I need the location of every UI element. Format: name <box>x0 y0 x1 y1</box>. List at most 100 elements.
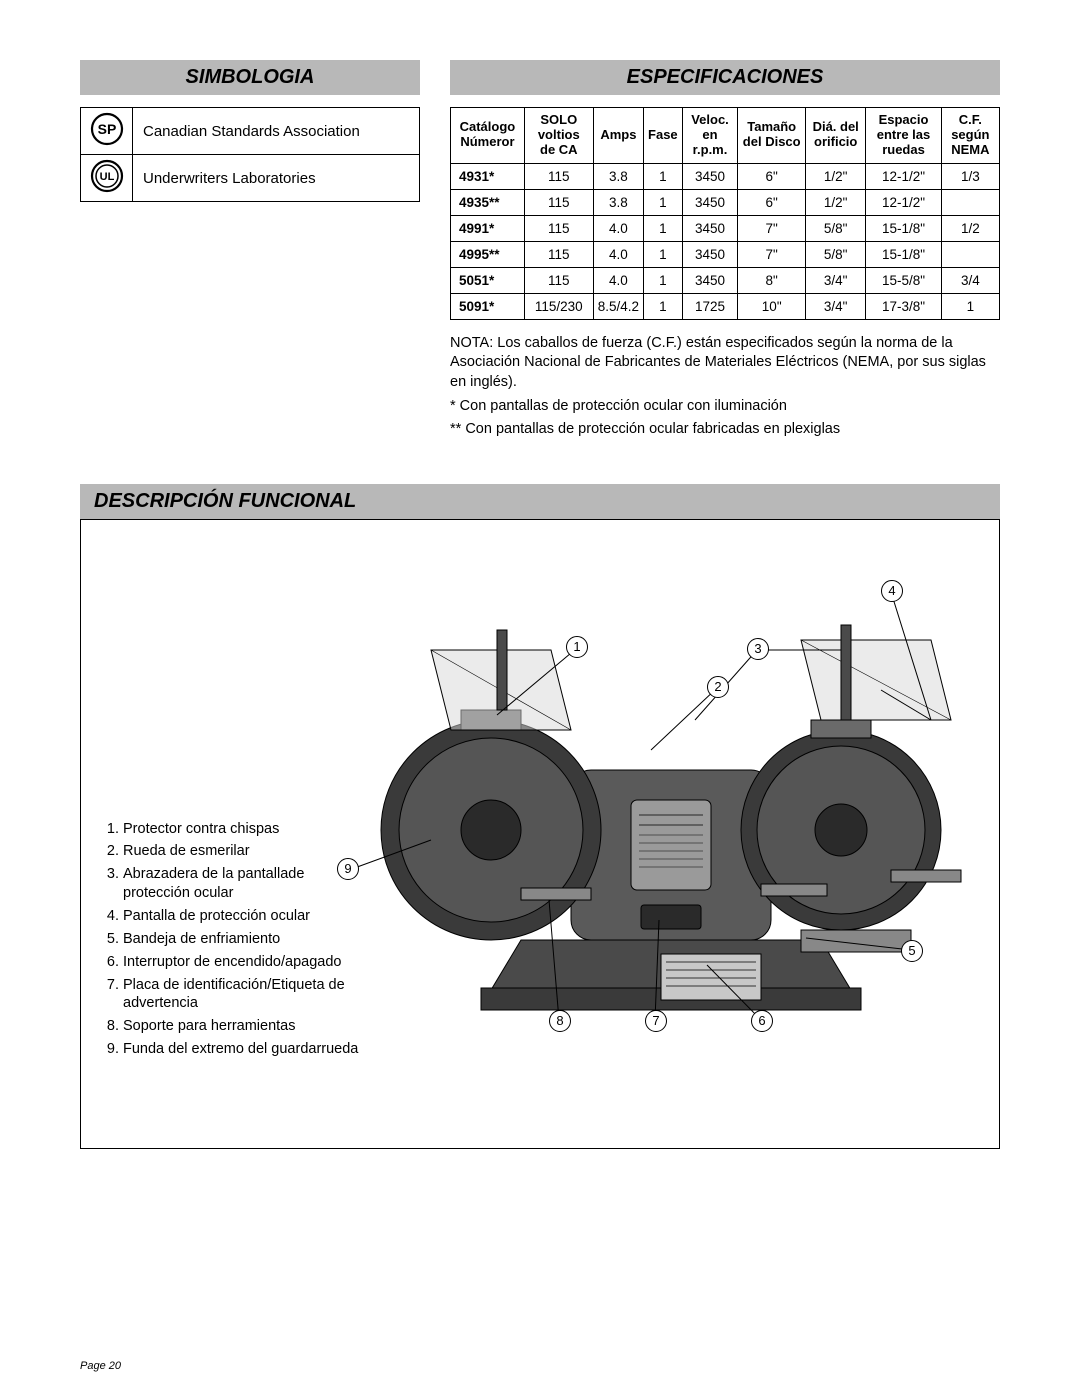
table-cell: 15-1/8" <box>866 241 941 267</box>
table-cell: 1 <box>644 163 683 189</box>
table-cell: 8.5/4.2 <box>593 293 643 319</box>
table-cell: 5051* <box>451 267 525 293</box>
col-nema: C.F. según NEMA <box>941 108 999 164</box>
table-row: 4995**1154.0134507"5/8"15-1/8" <box>451 241 1000 267</box>
table-cell: 5/8" <box>806 215 866 241</box>
callout-6: 6 <box>751 1010 773 1032</box>
ul-label: Underwriters Laboratories <box>133 155 420 202</box>
col-disco: Tamaño del Disco <box>738 108 806 164</box>
callout-4: 4 <box>881 580 903 602</box>
spec-notes: NOTA: Los caballos de fuerza (C.F.) está… <box>450 334 1000 440</box>
table-cell: 3/4 <box>941 267 999 293</box>
table-cell: 1/2" <box>806 163 866 189</box>
note-nema: NOTA: Los caballos de fuerza (C.F.) está… <box>450 334 1000 393</box>
table-cell: 115 <box>524 189 593 215</box>
table-cell: 4995** <box>451 241 525 267</box>
callout-5: 5 <box>901 940 923 962</box>
table-cell: 115 <box>524 163 593 189</box>
table-cell: 8" <box>738 267 806 293</box>
table-cell <box>941 241 999 267</box>
csa-icon-cell: SP <box>81 108 133 155</box>
especificaciones-header: ESPECIFICACIONES <box>450 60 1000 95</box>
col-orificio: Diá. del orificio <box>806 108 866 164</box>
list-item: Interruptor de encendido/apagado <box>123 953 361 972</box>
grinder-illustration <box>371 570 971 1050</box>
callout-3: 3 <box>747 638 769 660</box>
list-item: Rueda de esmerilar <box>123 842 361 861</box>
descripcion-header: DESCRIPCIÓN FUNCIONAL <box>80 484 1000 519</box>
table-row: 4935**1153.8134506"1/2"12-1/2" <box>451 189 1000 215</box>
callout-1: 1 <box>566 636 588 658</box>
callout-9: 9 <box>337 858 359 880</box>
table-cell: 115 <box>524 241 593 267</box>
table-cell: 6" <box>738 163 806 189</box>
table-cell: 12-1/2" <box>866 163 941 189</box>
page-number: Page 20 <box>80 1360 121 1372</box>
table-cell: 115 <box>524 267 593 293</box>
svg-text:UL: UL <box>99 171 114 183</box>
list-item: Soporte para herramientas <box>123 1017 361 1036</box>
csa-icon: SP <box>90 112 124 150</box>
svg-text:SP: SP <box>97 121 116 137</box>
table-cell: 1 <box>941 293 999 319</box>
table-cell: 1/2 <box>941 215 999 241</box>
callout-7: 7 <box>645 1010 667 1032</box>
table-cell: 4.0 <box>593 267 643 293</box>
table-cell: 15-5/8" <box>866 267 941 293</box>
table-cell: 1/3 <box>941 163 999 189</box>
table-cell: 3.8 <box>593 189 643 215</box>
table-cell <box>941 189 999 215</box>
simbologia-header: SIMBOLOGIA <box>80 60 420 95</box>
table-cell: 4.0 <box>593 241 643 267</box>
col-fase: Fase <box>644 108 683 164</box>
table-cell: 10" <box>738 293 806 319</box>
col-voltios: SOLO voltios de CA <box>524 108 593 164</box>
list-item: Protector contra chispas <box>123 820 361 839</box>
col-catalogo: Catálogo Númeror <box>451 108 525 164</box>
table-cell: 1 <box>644 293 683 319</box>
table-cell: 3450 <box>682 241 738 267</box>
list-item: Placa de identificación/Etiqueta de adve… <box>123 976 361 1014</box>
table-cell: 15-1/8" <box>866 215 941 241</box>
note-star2: ** Con pantallas de protección ocular fa… <box>450 420 1000 440</box>
list-item: Abrazadera de la pantallade protección o… <box>123 865 361 903</box>
table-row: SP Canadian Standards Association <box>81 108 420 155</box>
table-row: UL Underwriters Laboratories <box>81 155 420 202</box>
list-item: Pantalla de protección ocular <box>123 907 361 926</box>
table-cell: 17-3/8" <box>866 293 941 319</box>
parts-list: Protector contra chispas Rueda de esmeril… <box>101 820 361 1063</box>
table-cell: 3450 <box>682 215 738 241</box>
table-cell: 3450 <box>682 163 738 189</box>
table-cell: 7" <box>738 215 806 241</box>
list-item: Bandeja de enfriamiento <box>123 930 361 949</box>
table-cell: 1725 <box>682 293 738 319</box>
table-cell: 3/4" <box>806 293 866 319</box>
note-star1: * Con pantallas de protección ocular con… <box>450 397 1000 417</box>
table-cell: 115/230 <box>524 293 593 319</box>
table-cell: 4.0 <box>593 215 643 241</box>
callout-2: 2 <box>707 676 729 698</box>
table-cell: 1 <box>644 267 683 293</box>
table-cell: 3450 <box>682 189 738 215</box>
table-cell: 5/8" <box>806 241 866 267</box>
spec-header-row: Catálogo Númeror SOLO voltios de CA Amps… <box>451 108 1000 164</box>
table-row: 5051*1154.0134508"3/4"15-5/8"3/4 <box>451 267 1000 293</box>
csa-label: Canadian Standards Association <box>133 108 420 155</box>
table-cell: 1 <box>644 241 683 267</box>
list-item: Funda del extremo del guardarrueda <box>123 1040 361 1059</box>
table-cell: 4931* <box>451 163 525 189</box>
table-row: 5091*115/2308.5/4.21172510"3/4"17-3/8"1 <box>451 293 1000 319</box>
table-cell: 7" <box>738 241 806 267</box>
diagram-box: 1 2 3 4 5 6 7 8 9 Protector contra chisp… <box>80 519 1000 1149</box>
table-cell: 6" <box>738 189 806 215</box>
table-cell: 5091* <box>451 293 525 319</box>
table-row: 4991*1154.0134507"5/8"15-1/8"1/2 <box>451 215 1000 241</box>
table-cell: 1/2" <box>806 189 866 215</box>
callout-8: 8 <box>549 1010 571 1032</box>
table-row: 4931*1153.8134506"1/2"12-1/2"1/3 <box>451 163 1000 189</box>
table-cell: 4991* <box>451 215 525 241</box>
table-cell: 3.8 <box>593 163 643 189</box>
spec-table: Catálogo Númeror SOLO voltios de CA Amps… <box>450 107 1000 320</box>
col-rpm: Veloc. en r.p.m. <box>682 108 738 164</box>
table-cell: 12-1/2" <box>866 189 941 215</box>
